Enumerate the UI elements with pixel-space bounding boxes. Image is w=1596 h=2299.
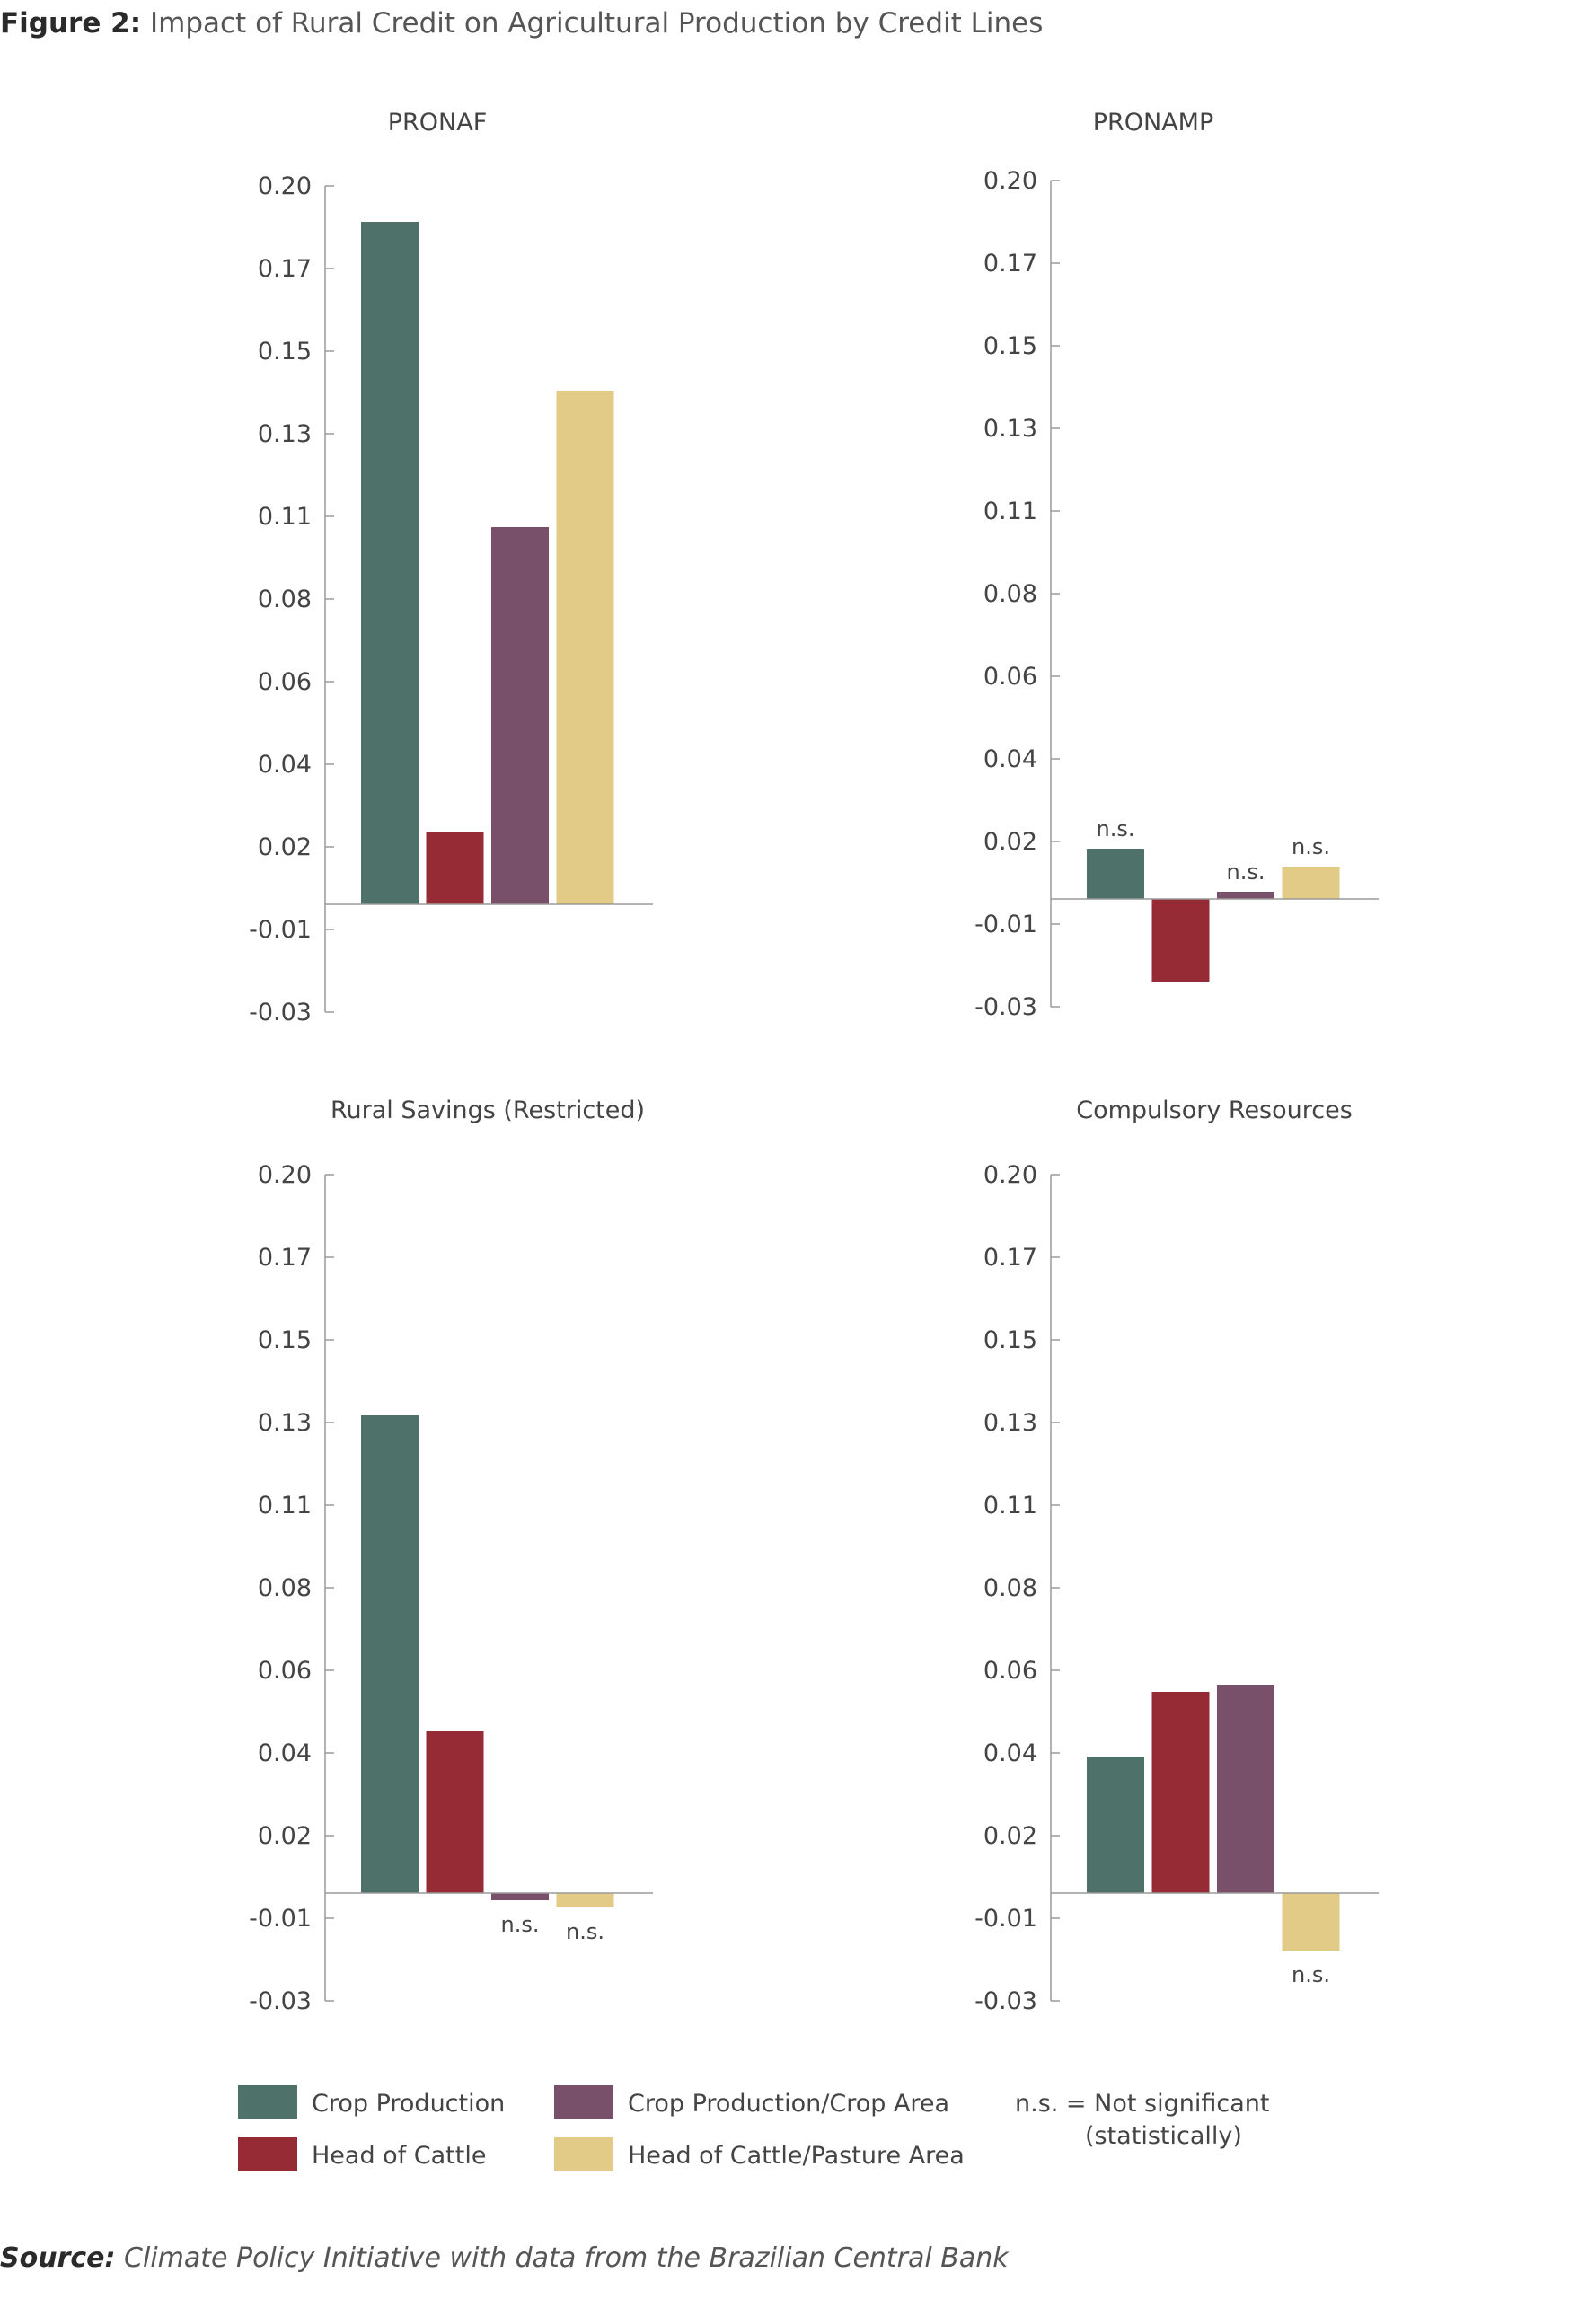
legend-label-crop-production-crop-area: Crop Production/Crop Area — [628, 2090, 949, 2118]
legend-swatch-head-of-cattle-pasture-area — [554, 2137, 613, 2171]
rural-savings-restricted-y-tick-label: 0.17 — [258, 1244, 312, 1272]
rural-savings-restricted-y-tick-label: 0.15 — [258, 1326, 312, 1354]
figure-title-text: Impact of Rural Credit on Agricultural P… — [150, 7, 1044, 40]
compulsory-resources-y-tick-label: 0.13 — [983, 1409, 1037, 1437]
pronaf-y-tick-label: -0.01 — [249, 916, 312, 944]
pronamp-y-tick-label: -0.03 — [974, 993, 1037, 1021]
pronamp-bar-head-of-cattle-pasture-area — [1282, 867, 1340, 899]
compulsory-resources-y-tick-label: 0.17 — [983, 1244, 1037, 1272]
pronamp-y-tick-label: 0.17 — [983, 250, 1037, 277]
compulsory-resources-y-tick-label: 0.04 — [983, 1740, 1037, 1767]
pronaf-y-tick-label: 0.08 — [258, 586, 312, 613]
compulsory-resources-y-tick-label: 0.15 — [983, 1326, 1037, 1354]
rural-savings-restricted-y-tick-label: 0.11 — [258, 1492, 312, 1519]
compulsory-resources-y-tick-label: 0.02 — [983, 1822, 1037, 1850]
pronaf-y-tick-label: 0.02 — [258, 833, 312, 861]
compulsory-resources-panel-title: Compulsory Resources — [1076, 1097, 1353, 1124]
pronaf-y-tick-label: 0.11 — [258, 503, 312, 531]
figure-title: Figure 2: Impact of Rural Credit on Agri… — [0, 7, 1043, 40]
pronamp-y-tick-label: 0.04 — [983, 745, 1037, 773]
pronamp-bar-head-of-cattle — [1151, 899, 1210, 982]
pronaf-panel-title: PRONAF — [388, 109, 488, 137]
source-text: Climate Policy Initiative with data from… — [124, 2242, 1009, 2274]
legend-ns-note-sub: (statistically) — [1085, 2122, 1242, 2150]
legend-swatch-crop-production-crop-area — [554, 2085, 613, 2119]
rural-savings-restricted-bar-crop-production-crop-area — [491, 1893, 549, 1900]
pronamp-y-tick-label: 0.13 — [983, 415, 1037, 443]
pronamp-y-tick-label: 0.02 — [983, 828, 1037, 856]
rural-savings-restricted-y-tick-label: -0.03 — [249, 1987, 312, 2015]
rural-savings-restricted-y-tick-label: -0.01 — [249, 1905, 312, 1933]
legend-swatch-crop-production — [238, 2085, 297, 2119]
pronaf-bar-crop-production-crop-area — [491, 527, 549, 904]
compulsory-resources-y-tick-label: 0.06 — [983, 1657, 1037, 1685]
compulsory-resources-y-tick-label: 0.20 — [983, 1161, 1037, 1189]
rural-savings-restricted-y-tick-label: 0.04 — [258, 1740, 312, 1767]
pronamp-panel-title: PRONAMP — [1093, 109, 1214, 137]
pronamp-y-tick-label: -0.01 — [974, 911, 1037, 938]
pronaf-y-tick-label: 0.15 — [258, 338, 312, 366]
compulsory-resources-bar-head-of-cattle-pasture-area — [1282, 1893, 1340, 1951]
legend-ns-note: n.s. = Not significant — [1015, 2090, 1269, 2118]
compulsory-resources-y-tick-label: -0.01 — [974, 1905, 1037, 1933]
pronaf-bar-crop-production — [361, 222, 419, 904]
compulsory-resources-bar-head-of-cattle — [1151, 1692, 1210, 1893]
pronaf-y-tick-label: 0.17 — [258, 255, 312, 283]
pronaf-y-tick-label: 0.04 — [258, 751, 312, 779]
pronaf-y-tick-label: 0.13 — [258, 420, 312, 448]
pronamp-ns-label: n.s. — [1097, 816, 1135, 841]
compulsory-resources-y-tick-label: -0.03 — [974, 1987, 1037, 2015]
rural-savings-restricted-ns-label: n.s. — [566, 1919, 604, 1944]
pronaf-y-tick-label: -0.03 — [249, 999, 312, 1026]
compulsory-resources-ns-label: n.s. — [1292, 1962, 1330, 1987]
source-prefix: Source: — [0, 2242, 116, 2274]
compulsory-resources-bar-crop-production — [1087, 1757, 1144, 1893]
pronaf-bar-head-of-cattle — [426, 832, 484, 904]
compulsory-resources-y-tick-label: 0.08 — [983, 1574, 1037, 1602]
legend-label-crop-production: Crop Production — [312, 2090, 505, 2118]
pronaf-bar-head-of-cattle-pasture-area — [556, 391, 614, 904]
figure-title-prefix: Figure 2: — [0, 7, 142, 40]
legend-label-head-of-cattle: Head of Cattle — [312, 2142, 486, 2170]
legend-swatch-head-of-cattle — [238, 2137, 297, 2171]
rural-savings-restricted-bar-head-of-cattle — [426, 1731, 484, 1893]
pronaf-y-tick-label: 0.06 — [258, 668, 312, 696]
pronamp-bar-crop-production-crop-area — [1217, 892, 1274, 899]
rural-savings-restricted-y-tick-label: 0.13 — [258, 1409, 312, 1437]
rural-savings-restricted-bar-crop-production — [361, 1415, 419, 1893]
pronamp-ns-label: n.s. — [1227, 859, 1265, 885]
pronamp-y-tick-label: 0.08 — [983, 580, 1037, 608]
rural-savings-restricted-y-tick-label: 0.02 — [258, 1822, 312, 1850]
pronamp-y-tick-label: 0.11 — [983, 498, 1037, 525]
pronaf-y-tick-label: 0.20 — [258, 172, 312, 200]
rural-savings-restricted-y-tick-label: 0.08 — [258, 1574, 312, 1602]
rural-savings-restricted-y-tick-label: 0.06 — [258, 1657, 312, 1685]
rural-savings-restricted-bar-head-of-cattle-pasture-area — [556, 1893, 614, 1907]
pronamp-y-tick-label: 0.06 — [983, 663, 1037, 691]
legend-label-head-of-cattle-pasture-area: Head of Cattle/Pasture Area — [628, 2142, 965, 2170]
source-note: Source: Climate Policy Initiative with d… — [0, 2242, 1009, 2274]
compulsory-resources-bar-crop-production-crop-area — [1217, 1685, 1274, 1893]
pronamp-bar-crop-production — [1087, 849, 1144, 899]
rural-savings-restricted-y-tick-label: 0.20 — [258, 1161, 312, 1189]
rural-savings-restricted-panel-title: Rural Savings (Restricted) — [331, 1097, 645, 1124]
pronamp-y-tick-label: 0.20 — [983, 167, 1037, 195]
pronamp-ns-label: n.s. — [1292, 834, 1330, 859]
pronamp-y-tick-label: 0.15 — [983, 332, 1037, 360]
compulsory-resources-y-tick-label: 0.11 — [983, 1492, 1037, 1519]
rural-savings-restricted-ns-label: n.s. — [501, 1912, 540, 1937]
